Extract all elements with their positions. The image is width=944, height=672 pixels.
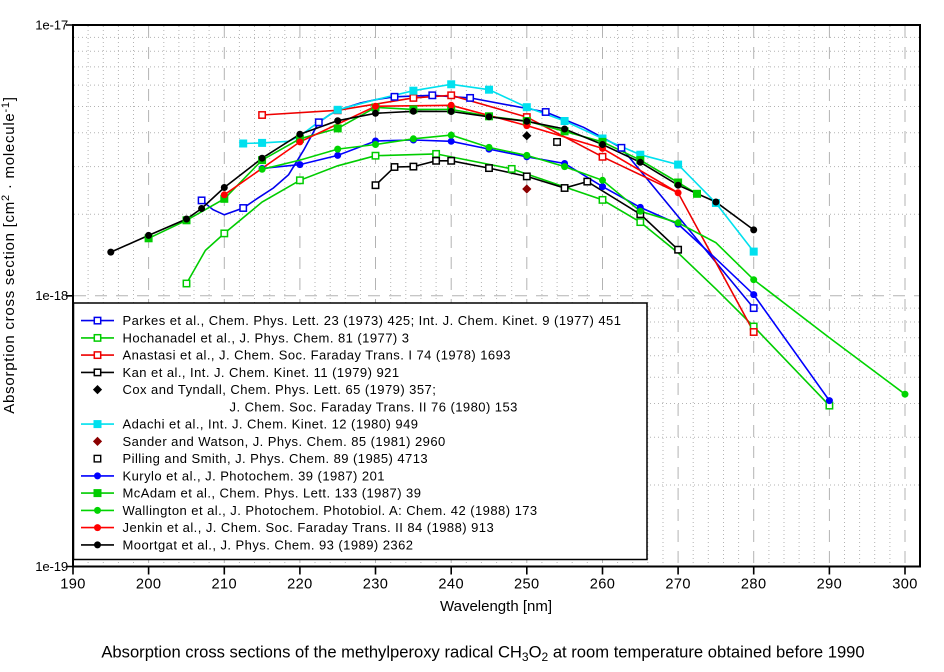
svg-text:250: 250 xyxy=(514,577,540,593)
svg-text:260: 260 xyxy=(590,577,616,593)
svg-text:270: 270 xyxy=(665,577,691,593)
svg-text:Absorption cross section [cm2: Absorption cross section [cm2 · molecule… xyxy=(0,96,18,413)
svg-text:Parkes et al., Chem. Phys. Let: Parkes et al., Chem. Phys. Lett. 23 (197… xyxy=(123,313,622,328)
svg-text:J. Chem. Soc. Faraday Trans. I: J. Chem. Soc. Faraday Trans. II 76 (1980… xyxy=(230,399,518,414)
svg-text:Absorption cross sections of t: Absorption cross sections of the methylp… xyxy=(101,643,864,665)
svg-text:300: 300 xyxy=(892,577,918,593)
svg-text:Kurylo et al., J. Photochem. 3: Kurylo et al., J. Photochem. 39 (1987) 2… xyxy=(123,468,385,483)
svg-text:200: 200 xyxy=(136,577,162,593)
svg-text:Moortgat et al., J. Phys. Chem: Moortgat et al., J. Phys. Chem. 93 (1989… xyxy=(123,537,414,552)
svg-text:McAdam et al., Chem. Phys. Let: McAdam et al., Chem. Phys. Lett. 133 (19… xyxy=(123,486,422,501)
svg-text:Anastasi et al., J. Chem. Soc.: Anastasi et al., J. Chem. Soc. Faraday T… xyxy=(123,348,511,363)
svg-text:1e-17: 1e-17 xyxy=(35,18,68,33)
svg-text:240: 240 xyxy=(438,577,464,593)
svg-text:230: 230 xyxy=(363,577,389,593)
svg-text:Wallington et al., J. Photoche: Wallington et al., J. Photochem. Photobi… xyxy=(123,503,538,518)
svg-text:1e-18: 1e-18 xyxy=(35,288,68,303)
svg-text:280: 280 xyxy=(741,577,767,593)
svg-text:190: 190 xyxy=(60,577,86,593)
svg-text:210: 210 xyxy=(212,577,238,593)
svg-text:Hochanadel et al., J. Phys. Ch: Hochanadel et al., J. Phys. Chem. 81 (19… xyxy=(123,330,410,345)
svg-text:Kan et al., Int. J. Chem. Kine: Kan et al., Int. J. Chem. Kinet. 11 (197… xyxy=(123,365,400,380)
svg-text:Sander and Watson, J. Phys. Ch: Sander and Watson, J. Phys. Chem. 85 (19… xyxy=(123,434,446,449)
svg-text:Jenkin et al., J. Chem. Soc. F: Jenkin et al., J. Chem. Soc. Faraday Tra… xyxy=(123,520,495,535)
svg-text:Adachi et al., Int. J. Chem. K: Adachi et al., Int. J. Chem. Kinet. 12 (… xyxy=(123,417,419,432)
svg-text:Cox and Tyndall, Chem. Phys. L: Cox and Tyndall, Chem. Phys. Lett. 65 (1… xyxy=(123,382,437,397)
svg-text:220: 220 xyxy=(287,577,313,593)
svg-text:1e-19: 1e-19 xyxy=(35,559,68,574)
svg-text:Wavelength [nm]: Wavelength [nm] xyxy=(440,598,552,615)
svg-text:290: 290 xyxy=(817,577,843,593)
svg-text:Pilling and Smith, J. Phys. Ch: Pilling and Smith, J. Phys. Chem. 89 (19… xyxy=(123,451,429,466)
